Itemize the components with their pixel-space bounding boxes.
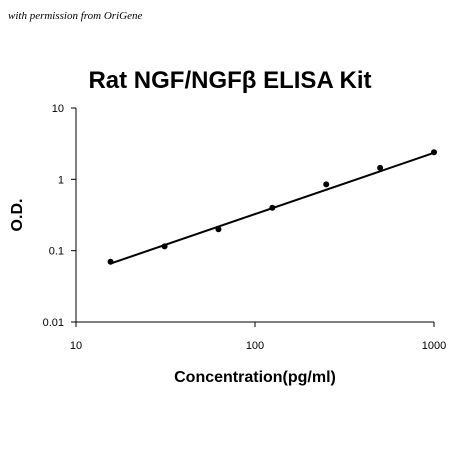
permission-note: with permission from OriGene: [8, 10, 142, 22]
y-tick-label: 1: [58, 174, 64, 186]
y-tick-label: 0.1: [49, 246, 64, 258]
data-point: [431, 149, 437, 156]
data-point: [377, 164, 384, 171]
chart-title: Rat NGF/NGFβ ELISA Kit: [88, 67, 371, 94]
x-ticks: 10 100 1000: [70, 322, 446, 352]
data-point: [215, 226, 222, 233]
plot-area: 0.01 0.1 1 10 10 100 1000: [43, 103, 447, 352]
data-point: [107, 258, 114, 265]
x-tick-label: 1000: [422, 340, 446, 352]
data-point: [161, 243, 168, 250]
y-tick-label: 0.01: [43, 317, 64, 329]
y-axis-title: O.D.: [9, 199, 26, 232]
y-tick-label: 10: [52, 103, 64, 115]
data-point: [323, 181, 330, 188]
data-point: [269, 204, 276, 211]
data-points: [107, 149, 437, 265]
x-tick-label: 100: [246, 340, 264, 352]
x-tick-label: 10: [70, 340, 82, 352]
x-axis-title: Concentration(pg/ml): [174, 369, 336, 386]
y-ticks: 0.01 0.1 1 10: [43, 103, 76, 329]
